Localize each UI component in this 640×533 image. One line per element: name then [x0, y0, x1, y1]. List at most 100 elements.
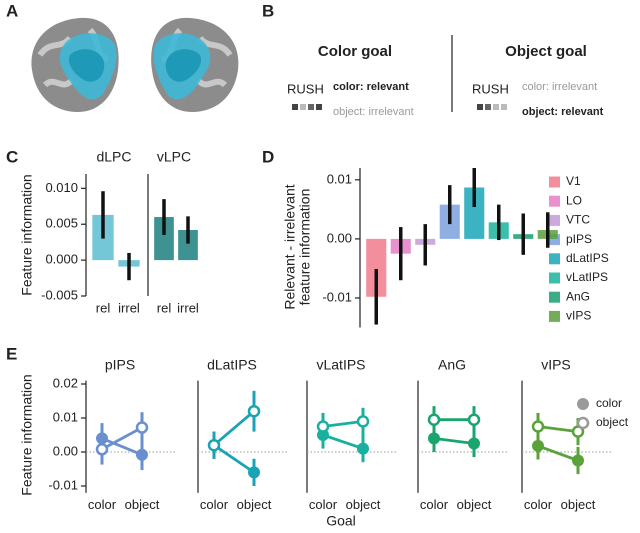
point: [317, 429, 329, 441]
panel-letter: C: [6, 147, 18, 166]
bar: [464, 187, 485, 239]
bar: [366, 238, 387, 297]
stimulus-squares: [477, 104, 507, 110]
panel-letter: E: [6, 344, 17, 363]
point: [356, 415, 370, 428]
legend-marker: [576, 416, 590, 430]
brain-left: [31, 17, 119, 112]
series-line: [322, 433, 364, 450]
legend-label: vLatIPS: [566, 270, 608, 284]
x-tick-label: object: [237, 497, 272, 512]
y-tick-label: 0.000: [45, 252, 78, 267]
y-tick-label: 0.02: [53, 375, 78, 390]
panel-letter: B: [262, 1, 274, 20]
point: [467, 413, 481, 426]
y-axis-label: Feature information: [19, 374, 35, 495]
x-tick-label: object: [457, 497, 492, 512]
subplot-title: AnG: [438, 357, 466, 373]
brain-right: [151, 17, 239, 112]
legend-marker: [577, 398, 589, 410]
point: [95, 443, 109, 456]
irrelevant-label: object: irrelevant: [333, 106, 414, 118]
x-tick-label: object: [346, 497, 381, 512]
legend-label: dLatIPS: [566, 251, 609, 265]
y-tick-label: 0.01: [327, 171, 352, 186]
point: [135, 421, 149, 434]
y-tick-label: -0.005: [41, 287, 78, 302]
point: [468, 437, 480, 450]
x-tick-label: color: [420, 497, 449, 512]
x-tick-label: object: [125, 497, 160, 512]
subplot-title: vIPS: [541, 357, 571, 373]
point: [427, 413, 441, 426]
relevant-label: color: relevant: [333, 81, 409, 93]
subplot-title: vLatIPS: [316, 357, 365, 373]
stimulus-word: RUSH: [472, 81, 509, 96]
bar: [178, 229, 198, 261]
y-tick-label: 0.01: [53, 409, 78, 424]
point: [136, 448, 148, 461]
series-line: [537, 425, 579, 433]
bar: [154, 217, 174, 261]
relevant-label: object: relevant: [522, 106, 604, 118]
legend-swatch: [549, 253, 560, 265]
point: [428, 432, 440, 445]
point: [247, 404, 261, 418]
legend-label: color: [596, 396, 622, 410]
y-tick-label: 0.010: [45, 180, 78, 195]
legend-label: vIPS: [566, 309, 591, 323]
series-line: [101, 426, 143, 451]
series-line: [433, 437, 475, 445]
point: [207, 438, 221, 452]
legend-label: pIPS: [566, 232, 592, 246]
subplot-title: pIPS: [105, 357, 135, 373]
legend-label: object: [596, 415, 629, 429]
point: [532, 439, 544, 452]
x-axis-label: Goal: [326, 513, 356, 529]
legend-swatch: [549, 291, 560, 303]
subplot-title: dLatIPS: [207, 357, 257, 373]
series-line: [101, 437, 143, 457]
series-line: [322, 420, 364, 428]
y-axis-label: Feature information: [19, 174, 35, 295]
goal-title: Object goal: [505, 43, 587, 60]
point: [248, 466, 260, 479]
x-tick-label: rel: [96, 300, 111, 315]
legend-label: AnG: [566, 289, 590, 303]
x-tick-label: color: [200, 497, 229, 512]
point: [357, 442, 369, 455]
y-axis-label: Relevant - irrelevant: [282, 184, 298, 309]
legend-label: V1: [566, 174, 581, 188]
irrelevant-label: color: irrelevant: [522, 81, 597, 93]
point: [531, 420, 545, 433]
x-tick-label: rel: [157, 300, 172, 315]
subplot-title: vLPC: [157, 149, 191, 165]
legend-swatch: [549, 272, 560, 284]
legend-swatch: [549, 176, 560, 188]
y-tick-label: 0.00: [327, 230, 352, 245]
legend-swatch: [549, 195, 560, 207]
goal-title: Color goal: [318, 43, 392, 60]
series-line: [213, 444, 255, 474]
y-axis-label: feature information: [297, 189, 313, 306]
x-tick-label: color: [309, 497, 338, 512]
y-tick-label: -0.01: [48, 477, 78, 492]
y-tick-label: -0.01: [322, 289, 352, 304]
legend-label: VTC: [566, 213, 590, 227]
point: [316, 420, 330, 433]
point: [572, 454, 584, 467]
subplot-title: dLPC: [96, 149, 131, 165]
x-tick-label: irrel: [177, 300, 199, 315]
y-tick-label: 0.00: [53, 443, 78, 458]
point: [96, 432, 108, 445]
panel-letter: D: [262, 147, 274, 166]
x-tick-label: color: [88, 497, 117, 512]
stimulus-word: RUSH: [287, 81, 324, 96]
legend-label: LO: [566, 193, 582, 207]
x-tick-label: object: [561, 497, 596, 512]
x-tick-label: irrel: [118, 300, 140, 315]
y-tick-label: 0.005: [45, 216, 78, 231]
legend-swatch: [549, 310, 560, 322]
legend-swatch: [549, 214, 560, 226]
